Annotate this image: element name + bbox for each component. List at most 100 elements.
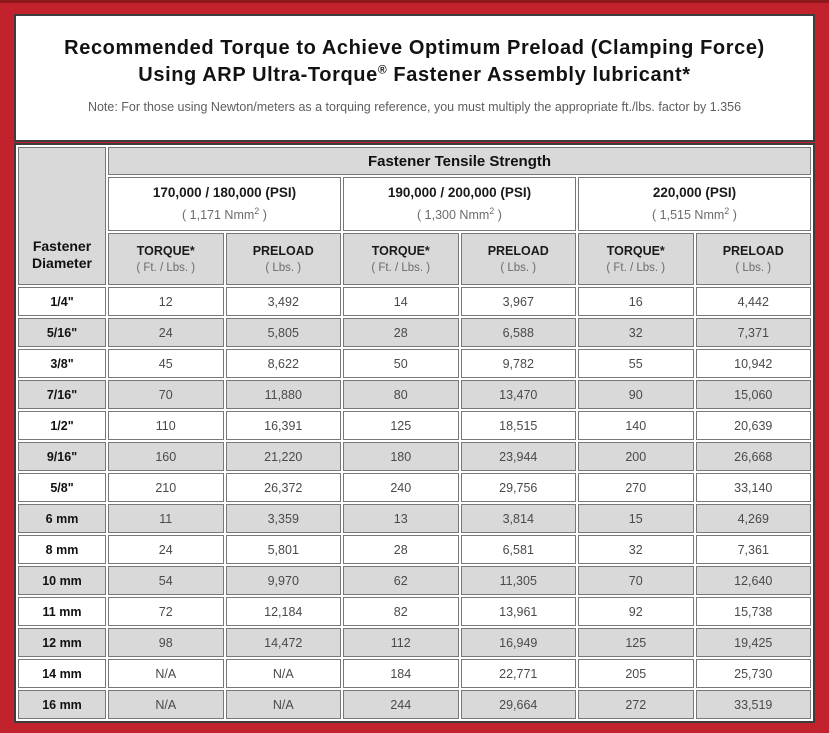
value-cell: 12,640 (695, 566, 811, 595)
value-cell: 28 (343, 535, 459, 564)
value-cell: 82 (343, 597, 459, 626)
table-body: 1/4" 12 3,492 14 3,967 16 4,442 5/16" 24 5,805 28 6… (18, 287, 811, 719)
title-panel: Recommended Torque to Achieve Optimum Pr… (14, 14, 815, 142)
value-cell: 32 (578, 318, 694, 347)
value-cell: 28 (343, 318, 459, 347)
value-cell: 11 (108, 504, 224, 533)
value-cell: 125 (343, 411, 459, 440)
page-content: Recommended Torque to Achieve Optimum Pr… (14, 14, 815, 723)
value-cell: 9,970 (225, 566, 341, 595)
value-cell: 90 (578, 380, 694, 409)
value-cell: 3,359 (225, 504, 341, 533)
value-cell: 180 (343, 442, 459, 471)
strength-group-cell-3: 220,000 (PSI) ( 1,515 Nmm2 ) (578, 177, 811, 231)
frame-top-strip (0, 0, 829, 3)
value-cell: 29,664 (460, 690, 576, 719)
value-cell: 24 (108, 535, 224, 564)
value-cell: 32 (578, 535, 694, 564)
value-cell: 70 (578, 566, 694, 595)
nmm-label: ( 1,515 Nmm2 ) (652, 206, 737, 223)
value-cell: 11,305 (460, 566, 576, 595)
table-row: 1/2" 110 16,391 125 18,515 140 20,639 (18, 411, 811, 440)
preload-header-cell: PRELOAD ( Lbs. ) (460, 233, 576, 285)
note-text: Note: For those using Newton/meters as a… (87, 100, 742, 114)
value-cell: 13 (343, 504, 459, 533)
table-row: 1/4" 12 3,492 14 3,967 16 4,442 (18, 287, 811, 316)
value-cell: 125 (578, 628, 694, 657)
diameter-cell: 12 mm (18, 628, 106, 657)
table-row: 14 mm N/A N/A 184 22,771 205 25,730 (18, 659, 811, 688)
table-row: 5/16" 24 5,805 28 6,588 32 7,371 (18, 318, 811, 347)
diameter-cell: 11 mm (18, 597, 106, 626)
value-cell: 240 (343, 473, 459, 502)
value-cell: 8,622 (225, 349, 341, 378)
value-cell: 140 (578, 411, 694, 440)
value-cell: 5,805 (225, 318, 341, 347)
corner-header-cell: Fastener Diameter (18, 147, 106, 285)
corner-header-line1: Fastener (32, 238, 92, 254)
tensile-strength-header-cell: Fastener Tensile Strength (108, 147, 811, 175)
value-cell: 184 (343, 659, 459, 688)
value-cell: 15,060 (695, 380, 811, 409)
value-cell: 24 (108, 318, 224, 347)
value-cell: 16,391 (225, 411, 341, 440)
tensile-strength-header-row: Fastener Diameter Fastener Tensile Stren… (18, 147, 811, 285)
value-cell: 9,782 (460, 349, 576, 378)
value-cell: 13,961 (460, 597, 576, 626)
value-cell: 3,814 (460, 504, 576, 533)
torque-header-cell: TORQUE* ( Ft. / Lbs. ) (343, 233, 459, 285)
value-cell: 70 (108, 380, 224, 409)
diameter-cell: 7/16" (18, 380, 106, 409)
table-row: 6 mm 11 3,359 13 3,814 15 4,269 (18, 504, 811, 533)
diameter-cell: 6 mm (18, 504, 106, 533)
value-cell: 12 (108, 287, 224, 316)
value-cell: 110 (108, 411, 224, 440)
diameter-cell: 3/8" (18, 349, 106, 378)
value-cell: 62 (343, 566, 459, 595)
value-cell: 4,269 (695, 504, 811, 533)
diameter-cell: 14 mm (18, 659, 106, 688)
value-cell: 23,944 (460, 442, 576, 471)
corner-header-line2: Diameter (32, 255, 92, 271)
nmm-label: ( 1,171 Nmm2 ) (182, 206, 267, 223)
diameter-cell: 8 mm (18, 535, 106, 564)
page-title-line2-text: Using ARP Ultra-Torque (138, 64, 378, 86)
value-cell: 45 (108, 349, 224, 378)
diameter-cell: 1/2" (18, 411, 106, 440)
strength-group-cell-2: 190,000 / 200,000 (PSI) ( 1,300 Nmm2 ) (343, 177, 576, 231)
diameter-cell: 5/8" (18, 473, 106, 502)
value-cell: 14,472 (225, 628, 341, 657)
value-cell: N/A (225, 659, 341, 688)
psi-label: 170,000 / 180,000 (PSI) (152, 185, 297, 201)
psi-header-row: 170,000 / 180,000 (PSI) ( 1,171 Nmm2 ) 1… (18, 177, 811, 231)
value-cell: 16 (578, 287, 694, 316)
diameter-cell: 5/16" (18, 318, 106, 347)
value-cell: 92 (578, 597, 694, 626)
value-cell: 29,756 (460, 473, 576, 502)
value-cell: 10,942 (695, 349, 811, 378)
value-cell: 160 (108, 442, 224, 471)
value-cell: 98 (108, 628, 224, 657)
value-cell: 26,668 (695, 442, 811, 471)
value-cell: 26,372 (225, 473, 341, 502)
value-cell: 7,361 (695, 535, 811, 564)
value-cell: 6,588 (460, 318, 576, 347)
torque-preload-header-row: TORQUE* ( Ft. / Lbs. ) PRELOAD ( Lbs. ) … (18, 233, 811, 285)
value-cell: 210 (108, 473, 224, 502)
table-row: 10 mm 54 9,970 62 11,305 70 12,640 (18, 566, 811, 595)
diameter-cell: 16 mm (18, 690, 106, 719)
psi-label: 190,000 / 200,000 (PSI) (387, 185, 532, 201)
value-cell: 15 (578, 504, 694, 533)
registered-trademark-symbol: ® (377, 62, 388, 77)
table-row: 9/16" 160 21,220 180 23,944 200 26,668 (18, 442, 811, 471)
torque-header-cell: TORQUE* ( Ft. / Lbs. ) (108, 233, 224, 285)
value-cell: 13,470 (460, 380, 576, 409)
value-cell: 18,515 (460, 411, 576, 440)
table-row: 12 mm 98 14,472 112 16,949 125 19,425 (18, 628, 811, 657)
value-cell: 270 (578, 473, 694, 502)
table-row: 16 mm N/A N/A 244 29,664 272 33,519 (18, 690, 811, 719)
value-cell: 4,442 (695, 287, 811, 316)
diameter-cell: 10 mm (18, 566, 106, 595)
value-cell: 12,184 (225, 597, 341, 626)
value-cell: 54 (108, 566, 224, 595)
